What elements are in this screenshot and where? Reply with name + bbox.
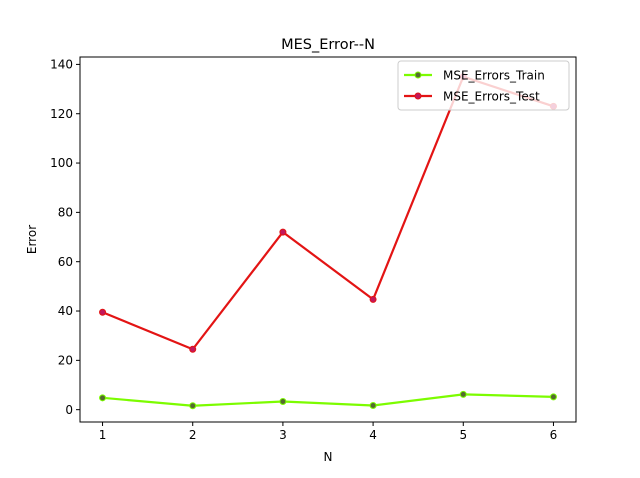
legend-label-train: MSE_Errors_Train: [443, 68, 545, 82]
y-tick-label: 40: [58, 304, 73, 318]
legend-box: [397, 60, 570, 111]
series-point-train: [459, 390, 467, 398]
x-tick-label: 6: [550, 428, 558, 442]
plot-frame: [79, 56, 577, 423]
series-line-train: [102, 393, 554, 407]
legend-marker-test: [414, 92, 422, 100]
series-point-test: [279, 228, 287, 236]
y-tick-label: 20: [58, 354, 73, 368]
y-tick-label: 100: [50, 156, 73, 170]
x-tick-label: 2: [189, 428, 197, 442]
series-point-test: [369, 295, 377, 303]
y-tick-label: 60: [58, 255, 73, 269]
x-tick-label: 3: [279, 428, 287, 442]
y-tick-label: 120: [50, 107, 73, 121]
y-tick-label: 140: [50, 58, 73, 72]
plot-area: [80, 57, 576, 422]
series-point-train: [189, 402, 197, 410]
x-tick-label: 5: [459, 428, 467, 442]
series-point-train: [279, 398, 287, 406]
y-tick-label: 0: [65, 403, 73, 417]
legend-label-test: MSE_Errors_Test: [443, 89, 540, 103]
x-tick-label: 1: [99, 428, 107, 442]
y-axis-label: Error: [25, 225, 39, 254]
series-point-train: [369, 401, 377, 409]
x-tick-label: 4: [369, 428, 377, 442]
x-axis-label: N: [324, 450, 333, 464]
legend: MSE_Errors_Train MSE_Errors_Test: [397, 60, 570, 111]
y-tick-label: 80: [58, 206, 73, 220]
legend-marker-train: [414, 71, 422, 79]
series-point-train: [99, 394, 107, 402]
chart-title: MES_Error--N: [281, 37, 375, 53]
series-point-train: [549, 393, 557, 401]
series-point-test: [189, 345, 197, 353]
series-point-test: [99, 308, 107, 316]
